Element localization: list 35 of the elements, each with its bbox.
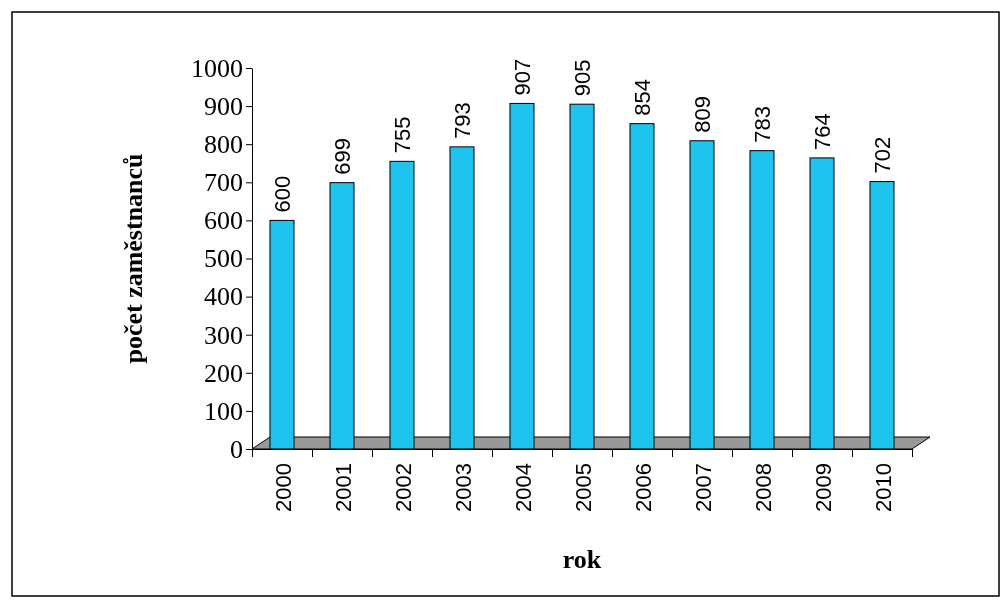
x-tick-label: 2002 xyxy=(391,463,416,512)
x-tick-label: 2000 xyxy=(271,463,296,512)
data-label: 793 xyxy=(450,102,475,139)
x-tick-label: 2001 xyxy=(331,463,356,512)
y-tick-label: 800 xyxy=(204,130,243,160)
y-tick-label: 1000 xyxy=(191,53,243,83)
data-label: 699 xyxy=(330,137,355,175)
y-tick-label: 0 xyxy=(230,434,243,464)
x-tick-label: 2003 xyxy=(451,463,476,512)
x-tick-label: 2008 xyxy=(751,463,776,512)
y-tick-label: 400 xyxy=(204,282,243,312)
x-tick-label: 2004 xyxy=(511,463,536,512)
y-tick-label: 100 xyxy=(204,396,243,426)
x-tick-label: 2005 xyxy=(571,463,596,512)
data-label: 809 xyxy=(690,96,715,133)
x-tick-label: 2006 xyxy=(631,463,656,512)
data-label: 905 xyxy=(570,59,595,97)
y-tick-label: 600 xyxy=(204,206,243,236)
y-tick-label: 500 xyxy=(204,244,243,274)
y-tick-label: 900 xyxy=(204,91,243,121)
y-tick-label: 200 xyxy=(204,358,243,388)
data-label: 755 xyxy=(390,116,415,154)
x-tick-label: 2010 xyxy=(871,463,896,512)
data-label: 702 xyxy=(870,136,895,174)
data-label: 783 xyxy=(750,105,775,143)
data-label: 764 xyxy=(810,113,835,150)
y-tick-label: 700 xyxy=(204,168,243,198)
y-axis-title: počet zaměstnanců xyxy=(119,153,148,364)
y-tick-label: 300 xyxy=(204,320,243,350)
data-label: 600 xyxy=(270,175,295,213)
x-axis-title: rok xyxy=(562,545,602,574)
data-label: 907 xyxy=(510,58,535,96)
x-tick-label: 2009 xyxy=(811,463,836,512)
data-label: 854 xyxy=(630,78,655,116)
x-tick-label: 2007 xyxy=(691,463,716,512)
